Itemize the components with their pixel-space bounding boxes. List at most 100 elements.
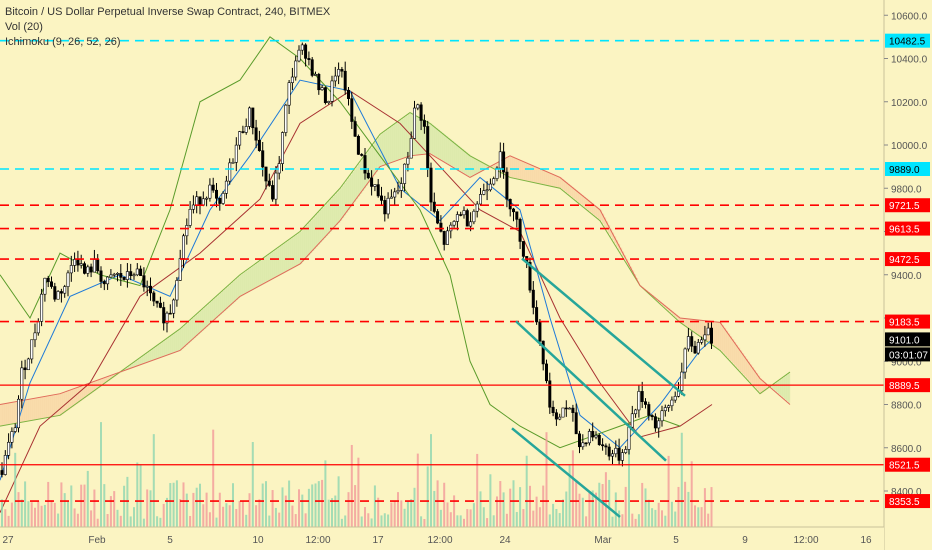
candle	[634, 408, 638, 418]
cloud-segment	[360, 161, 363, 194]
cloud-segment	[422, 119, 425, 155]
volume-bar	[595, 492, 597, 527]
candle	[452, 220, 456, 228]
cloud-segment	[574, 188, 577, 200]
cloud-segment	[12, 402, 15, 424]
cloud-segment	[246, 270, 249, 294]
candle	[620, 449, 624, 467]
candle	[182, 233, 186, 268]
cloud-segment	[326, 203, 329, 236]
volume-bar	[126, 476, 129, 527]
candle	[16, 395, 20, 433]
cloud-segment	[274, 250, 277, 278]
candle-body	[99, 270, 103, 282]
volume-bar	[60, 482, 63, 527]
ichimoku-indicator-label[interactable]: Ichimoku (9, 26, 52, 26)	[5, 36, 121, 48]
cloud-segment	[418, 116, 421, 155]
cloud-segment	[712, 321, 715, 345]
volume-bar	[416, 453, 419, 527]
cloud-segment	[352, 172, 355, 205]
cloud-segment	[66, 391, 69, 411]
candle	[195, 191, 199, 214]
candle-body	[508, 198, 512, 210]
candle	[337, 62, 341, 85]
bar-countdown-tag-text: 03:01:07	[889, 350, 928, 361]
candle	[188, 201, 192, 228]
cloud-segment	[22, 400, 25, 423]
candle-body	[69, 265, 73, 274]
candle	[558, 413, 562, 421]
candle	[274, 166, 278, 206]
cloud-segment	[26, 399, 29, 422]
cloud-segment	[686, 318, 689, 327]
volume-bar	[373, 485, 376, 527]
cloud-segment	[282, 244, 285, 274]
volume-bar	[228, 505, 231, 527]
level-price-tag: 10482.5	[885, 33, 930, 48]
level-price-tag-text: 9721.5	[889, 201, 920, 212]
candle-body	[389, 196, 393, 199]
cloud-segment	[228, 285, 231, 308]
candle	[211, 177, 215, 193]
cloud-segment	[478, 160, 481, 174]
cloud-segment	[742, 353, 745, 375]
cloud-segment	[222, 290, 225, 313]
candle	[83, 261, 87, 275]
cloud-segment	[262, 258, 265, 285]
candle	[320, 84, 324, 91]
volume-bar	[136, 462, 139, 527]
volume-bar	[284, 495, 287, 527]
cloud-segment	[4, 403, 7, 426]
trend-line[interactable]	[515, 320, 667, 462]
last-price-tag-text: 9101.0	[889, 335, 920, 346]
volume-bar	[205, 492, 208, 527]
cloud-segment	[762, 380, 765, 393]
candle-body	[700, 339, 704, 343]
volume-bar	[314, 483, 317, 527]
volume-bar	[472, 503, 475, 527]
cloud-segment	[216, 296, 219, 318]
candle	[700, 336, 704, 345]
candle-body	[693, 345, 697, 354]
candle-body	[637, 391, 641, 411]
candle-body	[119, 273, 123, 278]
candle	[508, 198, 512, 217]
candle	[307, 51, 311, 66]
cloud-segment	[284, 243, 287, 273]
volume-bar	[393, 500, 396, 527]
volume-indicator-label[interactable]: Vol (20)	[5, 21, 43, 33]
candle-body	[149, 285, 153, 294]
candle	[76, 250, 80, 272]
candle	[419, 102, 423, 131]
candle-body	[304, 44, 308, 59]
volume-bar	[17, 492, 20, 527]
trend-line[interactable]	[511, 427, 621, 518]
candle	[317, 72, 321, 95]
candle-body	[152, 292, 156, 302]
candle-body	[43, 277, 47, 295]
cloud-segment	[728, 333, 731, 360]
volume-bar	[377, 497, 380, 527]
time-axis-label: 12:00	[427, 535, 452, 546]
candle	[528, 257, 532, 293]
level-price-tag-background	[885, 162, 930, 177]
cloud-segment	[782, 377, 785, 398]
candle	[228, 158, 232, 185]
time-axis[interactable]: 27 Feb 5 10 12:00 17 12:00 24 Mar 5 9 12:00 16	[0, 526, 884, 550]
volume-bar	[538, 507, 541, 527]
candle-body	[350, 98, 354, 122]
cloud-segment	[636, 277, 639, 280]
price-axis[interactable]: 8400.08600.08800.09000.09200.09400.09600…	[883, 0, 932, 550]
volume-bar	[63, 493, 66, 527]
level-price-tag: 8521.5	[885, 457, 930, 472]
volume-bar	[453, 495, 456, 527]
candle	[125, 263, 129, 288]
candle-body	[340, 69, 344, 72]
cloud-segment	[416, 115, 419, 156]
trend-line[interactable]	[521, 257, 686, 397]
candle-body	[610, 453, 614, 457]
volume-bar	[271, 490, 274, 527]
volume-bar	[96, 518, 99, 527]
cloud-segment	[60, 393, 63, 416]
